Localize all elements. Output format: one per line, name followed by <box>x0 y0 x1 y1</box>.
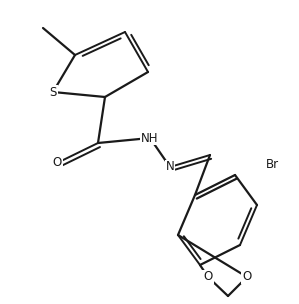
Text: O: O <box>242 271 252 284</box>
Text: NH: NH <box>141 132 159 144</box>
Text: N: N <box>166 161 174 174</box>
Text: O: O <box>203 271 213 284</box>
Text: S: S <box>49 85 57 98</box>
Text: Br: Br <box>266 157 279 171</box>
Text: O: O <box>52 157 62 170</box>
